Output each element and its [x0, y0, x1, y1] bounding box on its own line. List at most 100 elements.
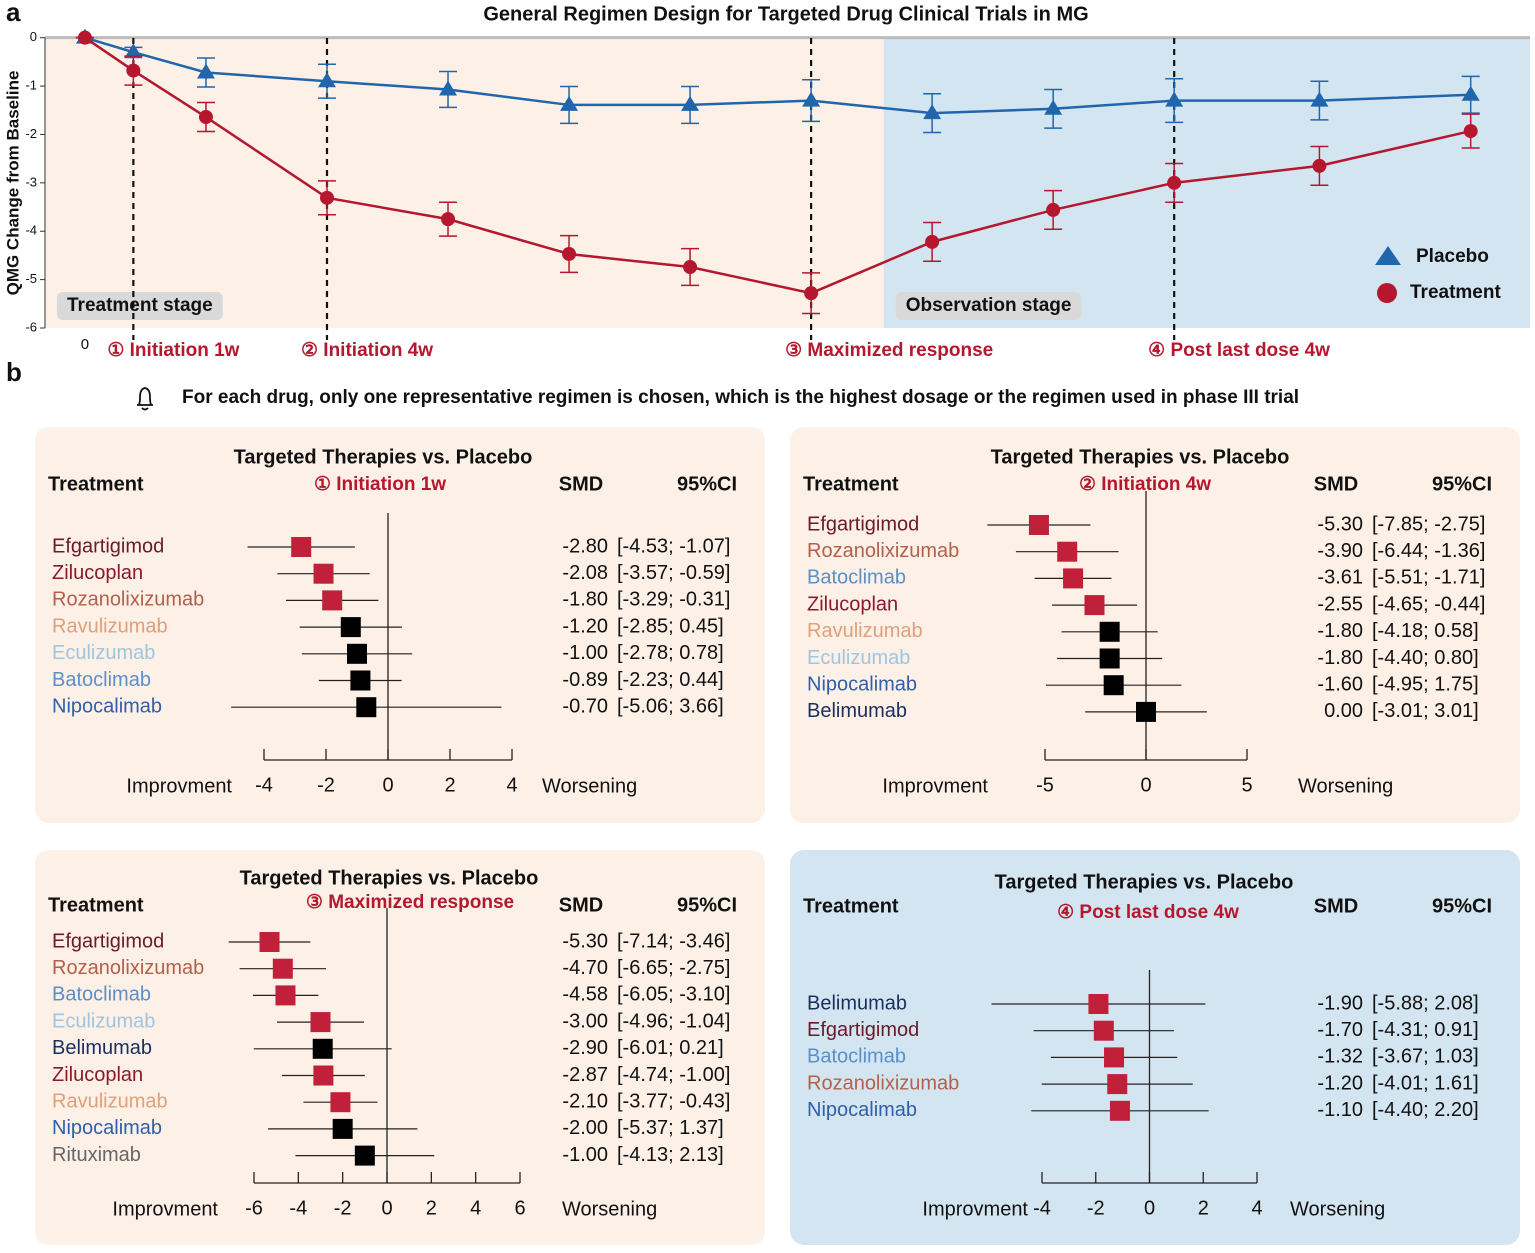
ci-label: [-2.85; 0.45]: [617, 615, 724, 637]
panel-subtitle: ③ Maximized response: [306, 892, 514, 913]
ci-label: [-4.40; 0.80]: [1372, 647, 1479, 669]
axis-label-right: Worsening: [542, 775, 637, 797]
y-tick-label: -5: [25, 271, 37, 286]
smd-label: -1.80: [1317, 620, 1363, 642]
point: [196, 63, 215, 79]
smd-marker: [275, 985, 296, 1006]
ci-label: [-2.23; 0.44]: [617, 669, 724, 691]
treatment-name: Efgartigimod: [52, 930, 164, 952]
smd-marker: [330, 1092, 351, 1113]
ci-label: [-3.29; -0.31]: [617, 589, 730, 611]
treatment-name: Batoclimab: [52, 984, 151, 1006]
y-tick-label: -3: [25, 174, 37, 189]
smd-marker: [354, 1145, 375, 1166]
smd-marker: [310, 1012, 331, 1033]
bell-icon: [137, 387, 153, 411]
point: [198, 110, 213, 125]
point: [124, 43, 143, 59]
axis-label-right: Worsening: [562, 1198, 657, 1220]
panel-title: Targeted Therapies vs. Placebo: [995, 871, 1294, 893]
smd-label: -1.10: [1317, 1099, 1363, 1121]
stage-label: Observation stage: [906, 295, 1072, 316]
point: [439, 80, 458, 96]
ci-label: [-3.77; -0.43]: [617, 1090, 730, 1112]
column-header: 95%CI: [677, 473, 737, 495]
treatment-name: Belimumab: [807, 992, 907, 1014]
treatment-name: Ravulizumab: [52, 615, 168, 637]
chart-title: General Regimen Design for Targeted Drug…: [483, 3, 1088, 25]
smd-marker: [1093, 1020, 1114, 1041]
smd-label: -2.08: [562, 562, 608, 584]
x-tick-label: 4: [1251, 1197, 1262, 1219]
point: [441, 212, 456, 227]
smd-label: -3.00: [562, 1010, 608, 1032]
x-tick-label: -5: [1036, 774, 1054, 796]
x-tick-label: -6: [245, 1197, 263, 1219]
y-tick-label: -1: [25, 78, 37, 93]
smd-marker: [350, 670, 371, 691]
smd-marker: [322, 590, 343, 611]
column-header: Treatment: [48, 473, 144, 495]
axis-label-left: Improvment: [922, 1198, 1028, 1220]
smd-label: -1.80: [562, 589, 608, 611]
axis-label-left: Improvment: [126, 775, 232, 797]
treatment-name: Eculizumab: [52, 1010, 155, 1032]
x-tick-label: 2: [444, 774, 455, 796]
treatment-name: Rozanolixizumab: [807, 1072, 959, 1094]
smd-marker: [356, 697, 377, 718]
x-tick-label: 2: [1198, 1197, 1209, 1219]
x-tick-label: 5: [1241, 774, 1252, 796]
smd-marker: [347, 643, 367, 664]
legend-label: Placebo: [1416, 246, 1489, 267]
point: [317, 72, 336, 88]
panel-subtitle: ① Initiation 1w: [314, 474, 446, 495]
point: [1044, 99, 1063, 115]
ci-label: [-4.95; 1.75]: [1372, 673, 1479, 695]
smd-label: -2.87: [562, 1064, 608, 1086]
treatment-name: Belimumab: [807, 700, 907, 722]
smd-label: -1.60: [1317, 673, 1363, 695]
smd-marker: [313, 1065, 334, 1086]
ci-label: [-4.01; 1.61]: [1372, 1072, 1479, 1094]
x-tick-label: ① Initiation 1w: [107, 340, 239, 361]
smd-marker: [1063, 568, 1084, 589]
panel-title: Targeted Therapies vs. Placebo: [991, 446, 1290, 468]
point: [1461, 85, 1480, 101]
ci-label: [-4.65; -0.44]: [1372, 593, 1485, 615]
smd-label: -0.89: [562, 669, 608, 691]
panel-label: b: [6, 357, 22, 387]
treatment-name: Ravulizumab: [52, 1090, 168, 1112]
smd-label: -2.90: [562, 1037, 608, 1059]
axis-label-left: Improvment: [112, 1198, 218, 1220]
x-tick-label: 4: [506, 774, 517, 796]
point: [319, 190, 334, 205]
ci-label: [-6.05; -3.10]: [617, 984, 730, 1006]
ci-label: [-4.53; -1.07]: [617, 535, 730, 557]
treatment-name: Batoclimab: [807, 567, 906, 589]
smd-label: -2.00: [562, 1117, 608, 1139]
panel-background: [35, 850, 765, 1245]
axis-label-right: Worsening: [1290, 1198, 1385, 1220]
treatment-name: Ravulizumab: [807, 620, 923, 642]
x-tick-label: -4: [1033, 1197, 1051, 1219]
column-header: SMD: [1314, 895, 1358, 917]
treatment-name: Belimumab: [52, 1037, 152, 1059]
ci-label: [-7.14; -3.46]: [617, 930, 730, 952]
treatment-name: Efgartigimod: [52, 535, 164, 557]
point: [77, 30, 92, 45]
legend-marker: [1377, 283, 1397, 303]
stage-region: [883, 38, 1530, 328]
smd-label: -3.90: [1317, 540, 1363, 562]
treatment-name: Batoclimab: [807, 1046, 906, 1068]
smd-marker: [1103, 675, 1124, 696]
x-tick-label: -4: [289, 1197, 307, 1219]
point: [560, 95, 579, 111]
treatment-name: Rozanolixizumab: [52, 589, 204, 611]
smd-marker: [313, 563, 334, 584]
panel-background: [790, 850, 1520, 1245]
smd-label: -4.70: [562, 957, 608, 979]
smd-label: -5.30: [1317, 513, 1363, 535]
x-tick-label: -2: [1087, 1197, 1105, 1219]
x-tick-label: 0: [381, 1197, 392, 1219]
